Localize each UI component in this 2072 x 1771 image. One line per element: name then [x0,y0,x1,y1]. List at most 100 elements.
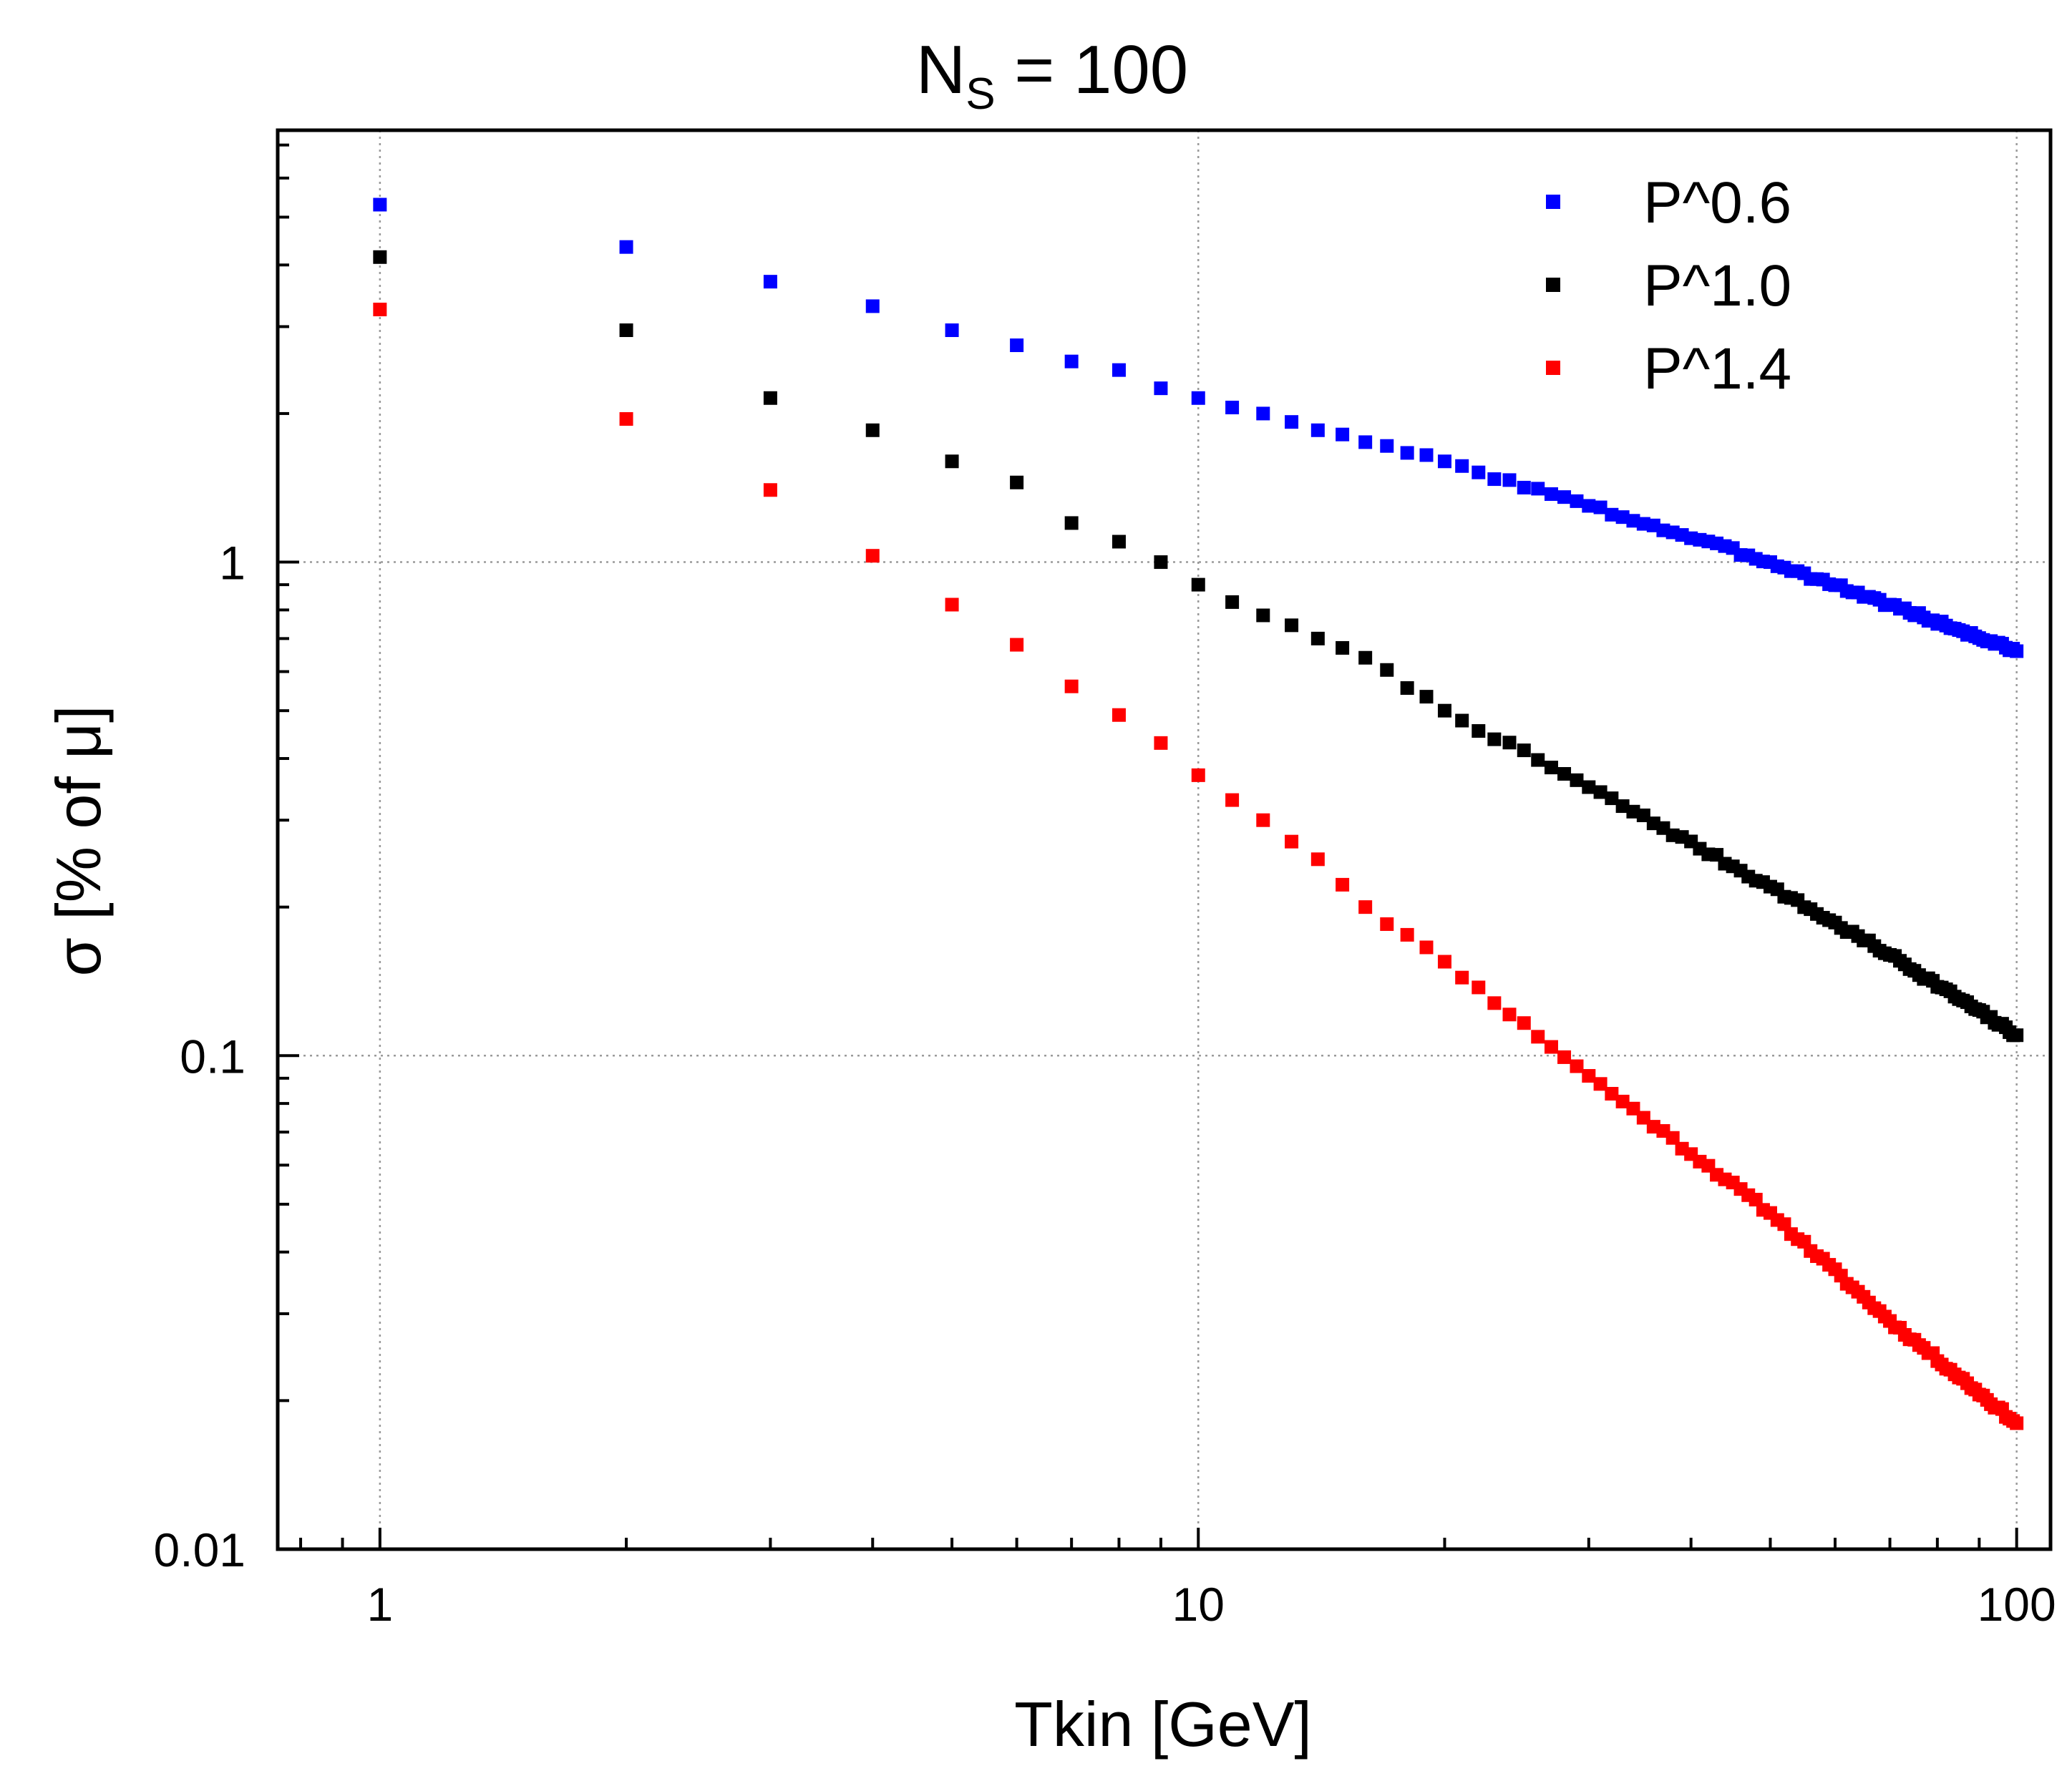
data-point [945,454,959,469]
chart-title: NS = 100 [916,31,1188,119]
data-point [1336,427,1350,441]
data-point [1419,448,1434,462]
data-point [1582,780,1596,794]
data-point [1310,423,1325,437]
data-point [1010,475,1024,489]
data-point [1437,703,1451,718]
data-point [1605,1087,1619,1101]
legend-marker [1546,278,1560,292]
data-point [865,299,880,313]
data-point [1400,446,1414,460]
data-point [1502,736,1517,750]
data-point [865,549,880,563]
data-point [1380,439,1394,453]
data-point [1593,785,1607,799]
legend-label: P^1.0 [1643,253,1791,318]
x-tick-label: 100 [1978,1578,2056,1631]
data-point [1358,900,1373,914]
data-point [1400,927,1414,942]
data-point [1626,514,1640,528]
data-point [1256,813,1270,827]
data-point [1400,681,1414,696]
data-point [1112,535,1126,549]
data-point [2010,644,2024,658]
series-2 [373,302,2024,1430]
data-point [1582,499,1596,513]
data-point [1531,482,1545,496]
series-0 [373,197,2024,658]
legend-label: P^1.4 [1643,336,1791,401]
data-point [1605,791,1619,806]
data-point [1593,500,1607,514]
data-point [1455,459,1469,473]
data-point [1582,1069,1596,1083]
data-point [1593,1077,1607,1091]
data-point [1487,996,1502,1010]
data-point [1310,631,1325,645]
data-point [1154,736,1168,750]
data-point [1570,494,1584,508]
data-point [1544,761,1558,775]
data-point [1570,1059,1584,1073]
data-point [1256,608,1270,623]
data-point [763,483,777,497]
data-point [1358,435,1373,449]
data-point [1517,480,1531,494]
data-point [1419,940,1434,955]
data-point [1380,663,1394,677]
data-point [1487,732,1502,746]
series-1 [373,250,2024,1043]
data-point [1665,1131,1680,1145]
data-point [1285,415,1299,429]
data-point [1154,555,1168,570]
data-point [945,323,959,338]
data-point [1517,1016,1531,1030]
y-tick-label: 0.01 [154,1523,245,1576]
data-point [1225,400,1240,414]
data-point [1570,773,1584,787]
data-point [1531,1030,1545,1044]
data-point [1472,724,1486,738]
data-point [1557,766,1572,781]
x-tick-label: 10 [1172,1578,1225,1631]
data-point [1487,472,1502,487]
data-point [1455,970,1469,985]
data-point [1419,690,1434,704]
data-point [1502,473,1517,487]
data-point [373,250,387,264]
data-point [1064,679,1079,693]
data-point [1455,713,1469,728]
data-point [865,423,880,437]
data-point [1310,852,1325,867]
data-point [1225,595,1240,609]
data-point [763,391,777,405]
data-point [1191,577,1205,592]
plot-frame [276,128,2053,1551]
data-point [619,412,633,426]
data-point [1626,804,1640,819]
legend-label: P^0.6 [1643,170,1791,235]
data-point [1336,640,1350,655]
legend-marker [1546,361,1560,375]
data-point [619,240,633,254]
data-point [1191,768,1205,782]
legend: P^0.6 P^1.0 P^1.4 [1546,170,1791,401]
data-point [763,275,777,289]
data-point [1472,465,1486,479]
data-point [1531,753,1545,767]
data-point [1502,1008,1517,1022]
x-tick-label: 1 [366,1578,393,1631]
data-point [2010,1028,2024,1043]
data-point [1544,1040,1558,1054]
data-point [945,597,959,612]
data-point [619,323,633,338]
data-point [1256,406,1270,421]
data-point [373,197,387,212]
data-point [1285,618,1299,633]
data-point [1517,743,1531,758]
grid [278,130,2051,1551]
data-point [1191,391,1205,405]
data-points [373,197,2024,1430]
